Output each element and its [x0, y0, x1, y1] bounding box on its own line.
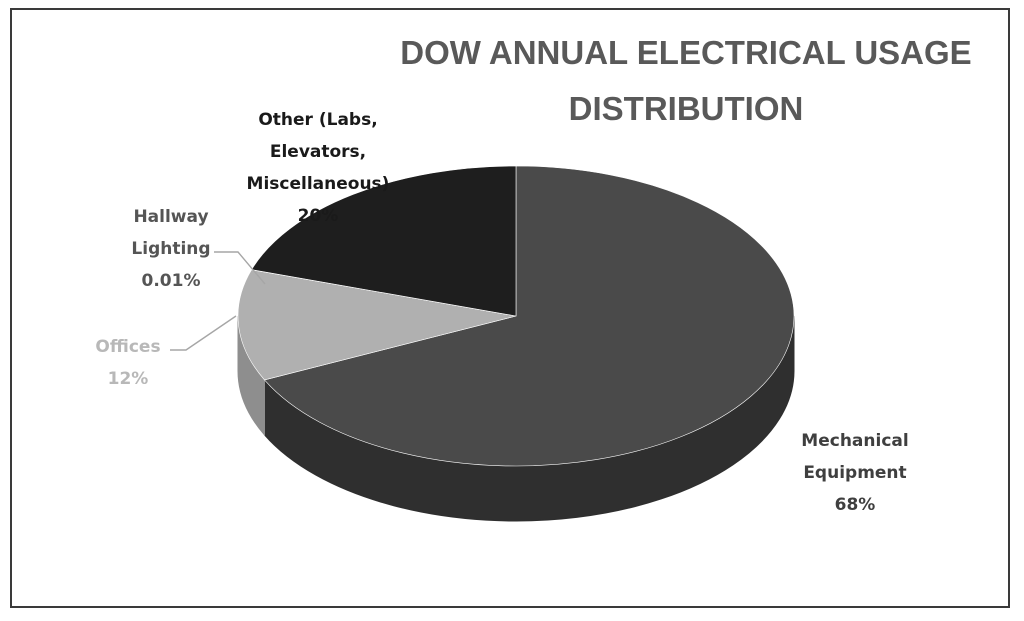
- leader-line-offices: [170, 315, 237, 351]
- leader-line-hallway-lighting: [214, 251, 266, 285]
- data-label-value-mechanical-equipment: 68%: [835, 495, 876, 515]
- data-label-mechanical-equipment: Mechanical: [801, 431, 908, 451]
- chart-title-line-2: DISTRIBUTION: [569, 90, 804, 127]
- data-label-mechanical-equipment: Equipment: [803, 463, 906, 483]
- data-label-other-labs-elevators-miscellaneous: Elevators,: [270, 142, 366, 162]
- data-label-hallway-lighting: Hallway: [133, 207, 208, 227]
- pie-slice-mechanical-equipment: [263, 165, 795, 467]
- pie-slice-other-labs-elevators-miscellaneous: [251, 165, 517, 317]
- data-label-value-hallway-lighting: 0.01%: [142, 271, 201, 291]
- pie-slice-offices: [237, 269, 517, 381]
- data-label-other-labs-elevators-miscellaneous: Other (Labs,: [258, 110, 377, 130]
- data-label-hallway-lighting: Lighting: [131, 239, 210, 259]
- data-label-value-offices: 12%: [108, 369, 149, 389]
- data-label-other-labs-elevators-miscellaneous: Miscellaneous): [247, 174, 390, 194]
- data-label-value-other-labs-elevators-miscellaneous: 20%: [298, 206, 339, 226]
- chart-title-line-1: DOW ANNUAL ELECTRICAL USAGE: [400, 34, 971, 71]
- data-label-offices: Offices: [95, 337, 160, 357]
